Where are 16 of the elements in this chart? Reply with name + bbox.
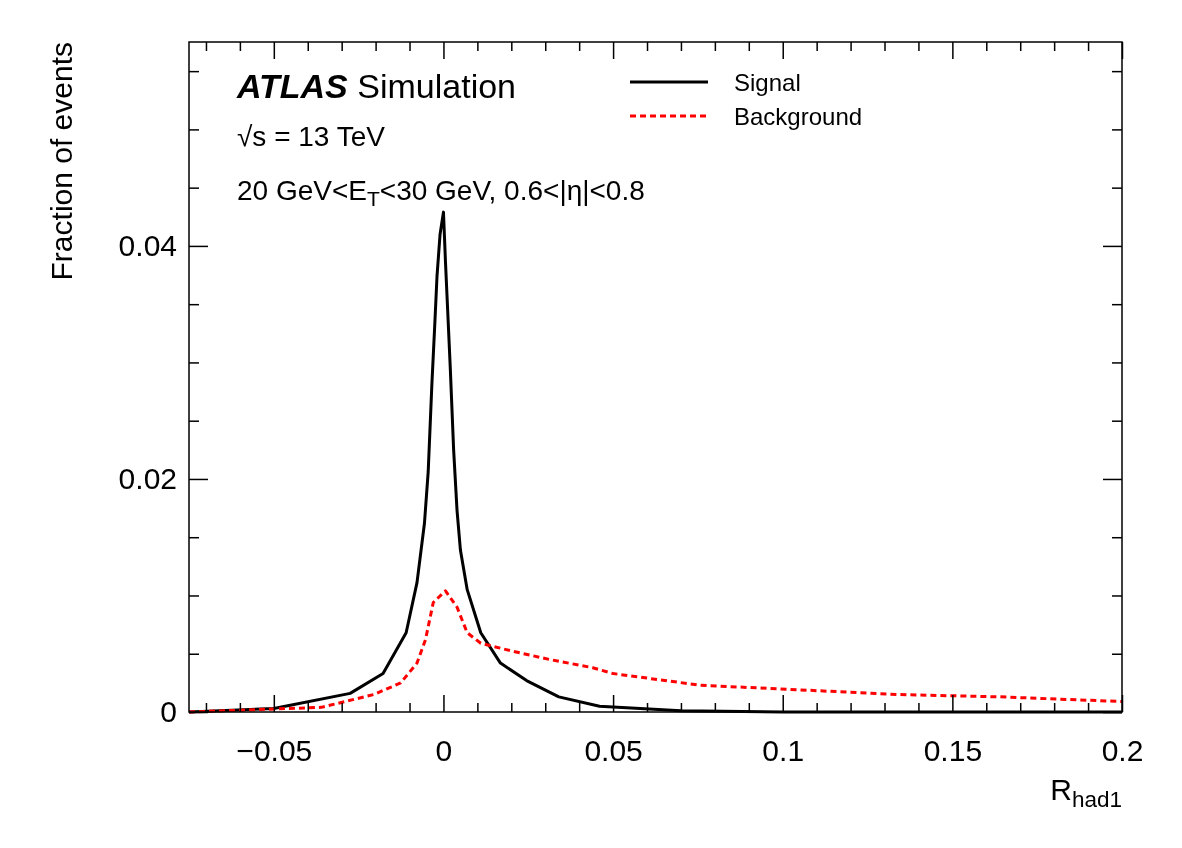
annotation: √s = 13 TeV [237, 121, 386, 152]
x-tick-label: 0 [435, 734, 453, 768]
x-tick-label: 0.15 [923, 734, 983, 768]
y-tick-label: 0 [160, 695, 177, 729]
x-tick-label: −0.05 [236, 734, 313, 768]
y-tick-label: 0.02 [118, 462, 177, 496]
x-tick-label: 0.1 [762, 734, 805, 768]
legend-label: Background [734, 103, 863, 130]
x-tick-label: 0.05 [584, 734, 643, 768]
legend-label: Signal [734, 69, 801, 96]
y-tick-label: 0.04 [118, 229, 177, 263]
annotation: 20 GeV<E$_{T}$<30 GeV, 0.6<|η|<0.8 [237, 175, 645, 211]
annotation: ATLAS Simulation [236, 67, 517, 105]
y-axis-title: Fraction of events [45, 42, 78, 281]
x-tick-label: 0.2 [1101, 734, 1144, 768]
x-axis-title: R$_{had1}$ [1050, 773, 1122, 812]
